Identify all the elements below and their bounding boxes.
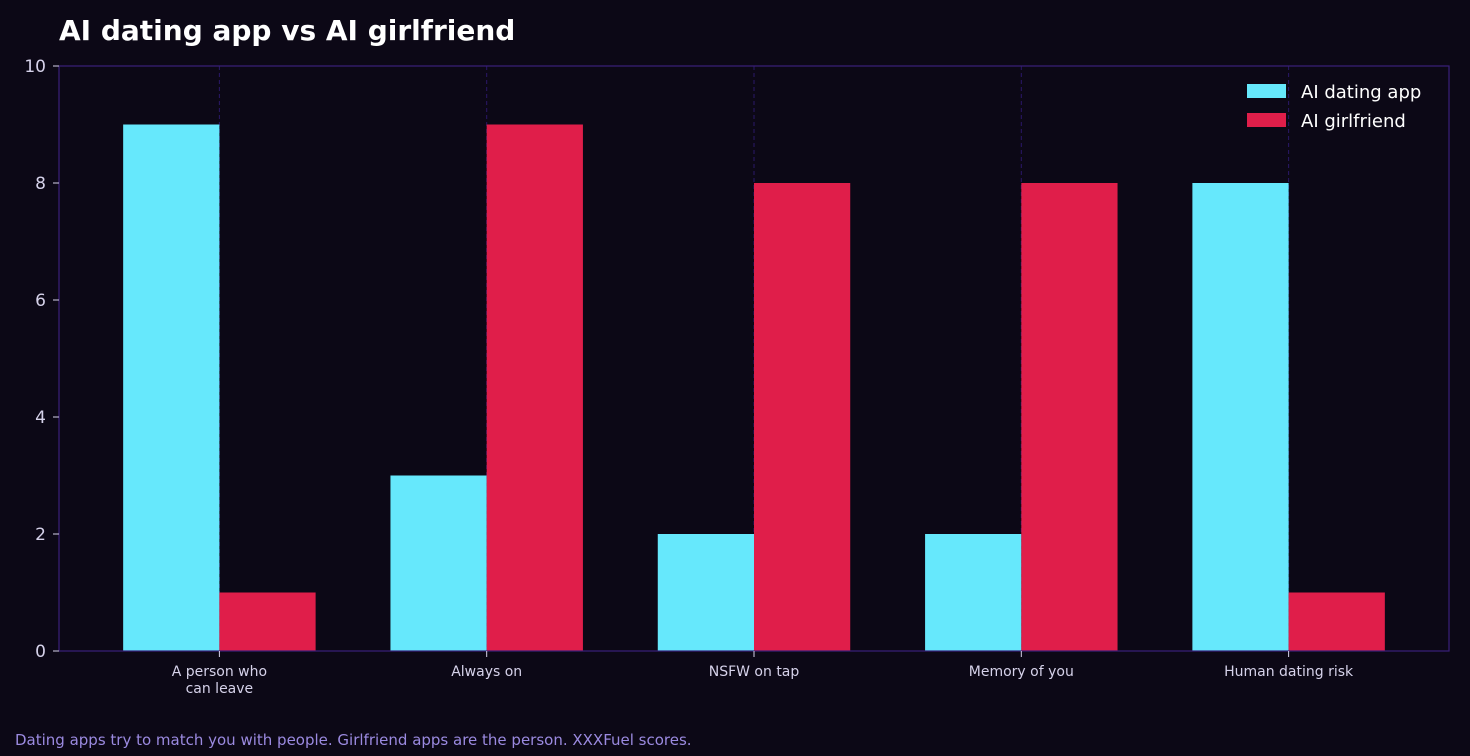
- x-tick-label: A person who can leave: [172, 664, 267, 697]
- x-tick-label: Always on: [451, 664, 522, 680]
- legend-label: AI girlfriend: [1301, 111, 1406, 132]
- bar: [925, 534, 1022, 651]
- bars: [123, 124, 1385, 651]
- bar: [219, 592, 316, 651]
- axes: 0 2 4 6 8 10 A person who can leave Always on NSF…: [24, 57, 1354, 697]
- bar: [390, 475, 487, 651]
- y-tick-label: 8: [35, 174, 46, 194]
- chart-title: AI dating app vs AI girlfriend: [59, 14, 516, 47]
- legend-label: AI dating app: [1301, 82, 1421, 103]
- bar: [123, 124, 220, 651]
- y-tick-label: 0: [35, 642, 46, 662]
- bar: [754, 183, 851, 651]
- footnote: Dating apps try to match you with people…: [15, 731, 692, 749]
- y-tick-label: 4: [35, 408, 46, 428]
- legend-swatch: [1247, 84, 1286, 98]
- y-tick-label: 2: [35, 525, 46, 545]
- x-tick-label: NSFW on tap: [709, 664, 800, 680]
- bar: [657, 534, 754, 651]
- bar: [486, 124, 583, 651]
- x-tick-label: Human dating risk: [1224, 664, 1354, 680]
- legend: AI dating app AI girlfriend: [1247, 82, 1421, 132]
- y-tick-label: 10: [24, 57, 46, 77]
- y-tick-label: 6: [35, 291, 46, 311]
- bar: [1288, 592, 1385, 651]
- bar: [1192, 183, 1289, 651]
- x-tick-label: Memory of you: [969, 664, 1074, 680]
- legend-swatch: [1247, 113, 1286, 127]
- bar: [1021, 183, 1118, 651]
